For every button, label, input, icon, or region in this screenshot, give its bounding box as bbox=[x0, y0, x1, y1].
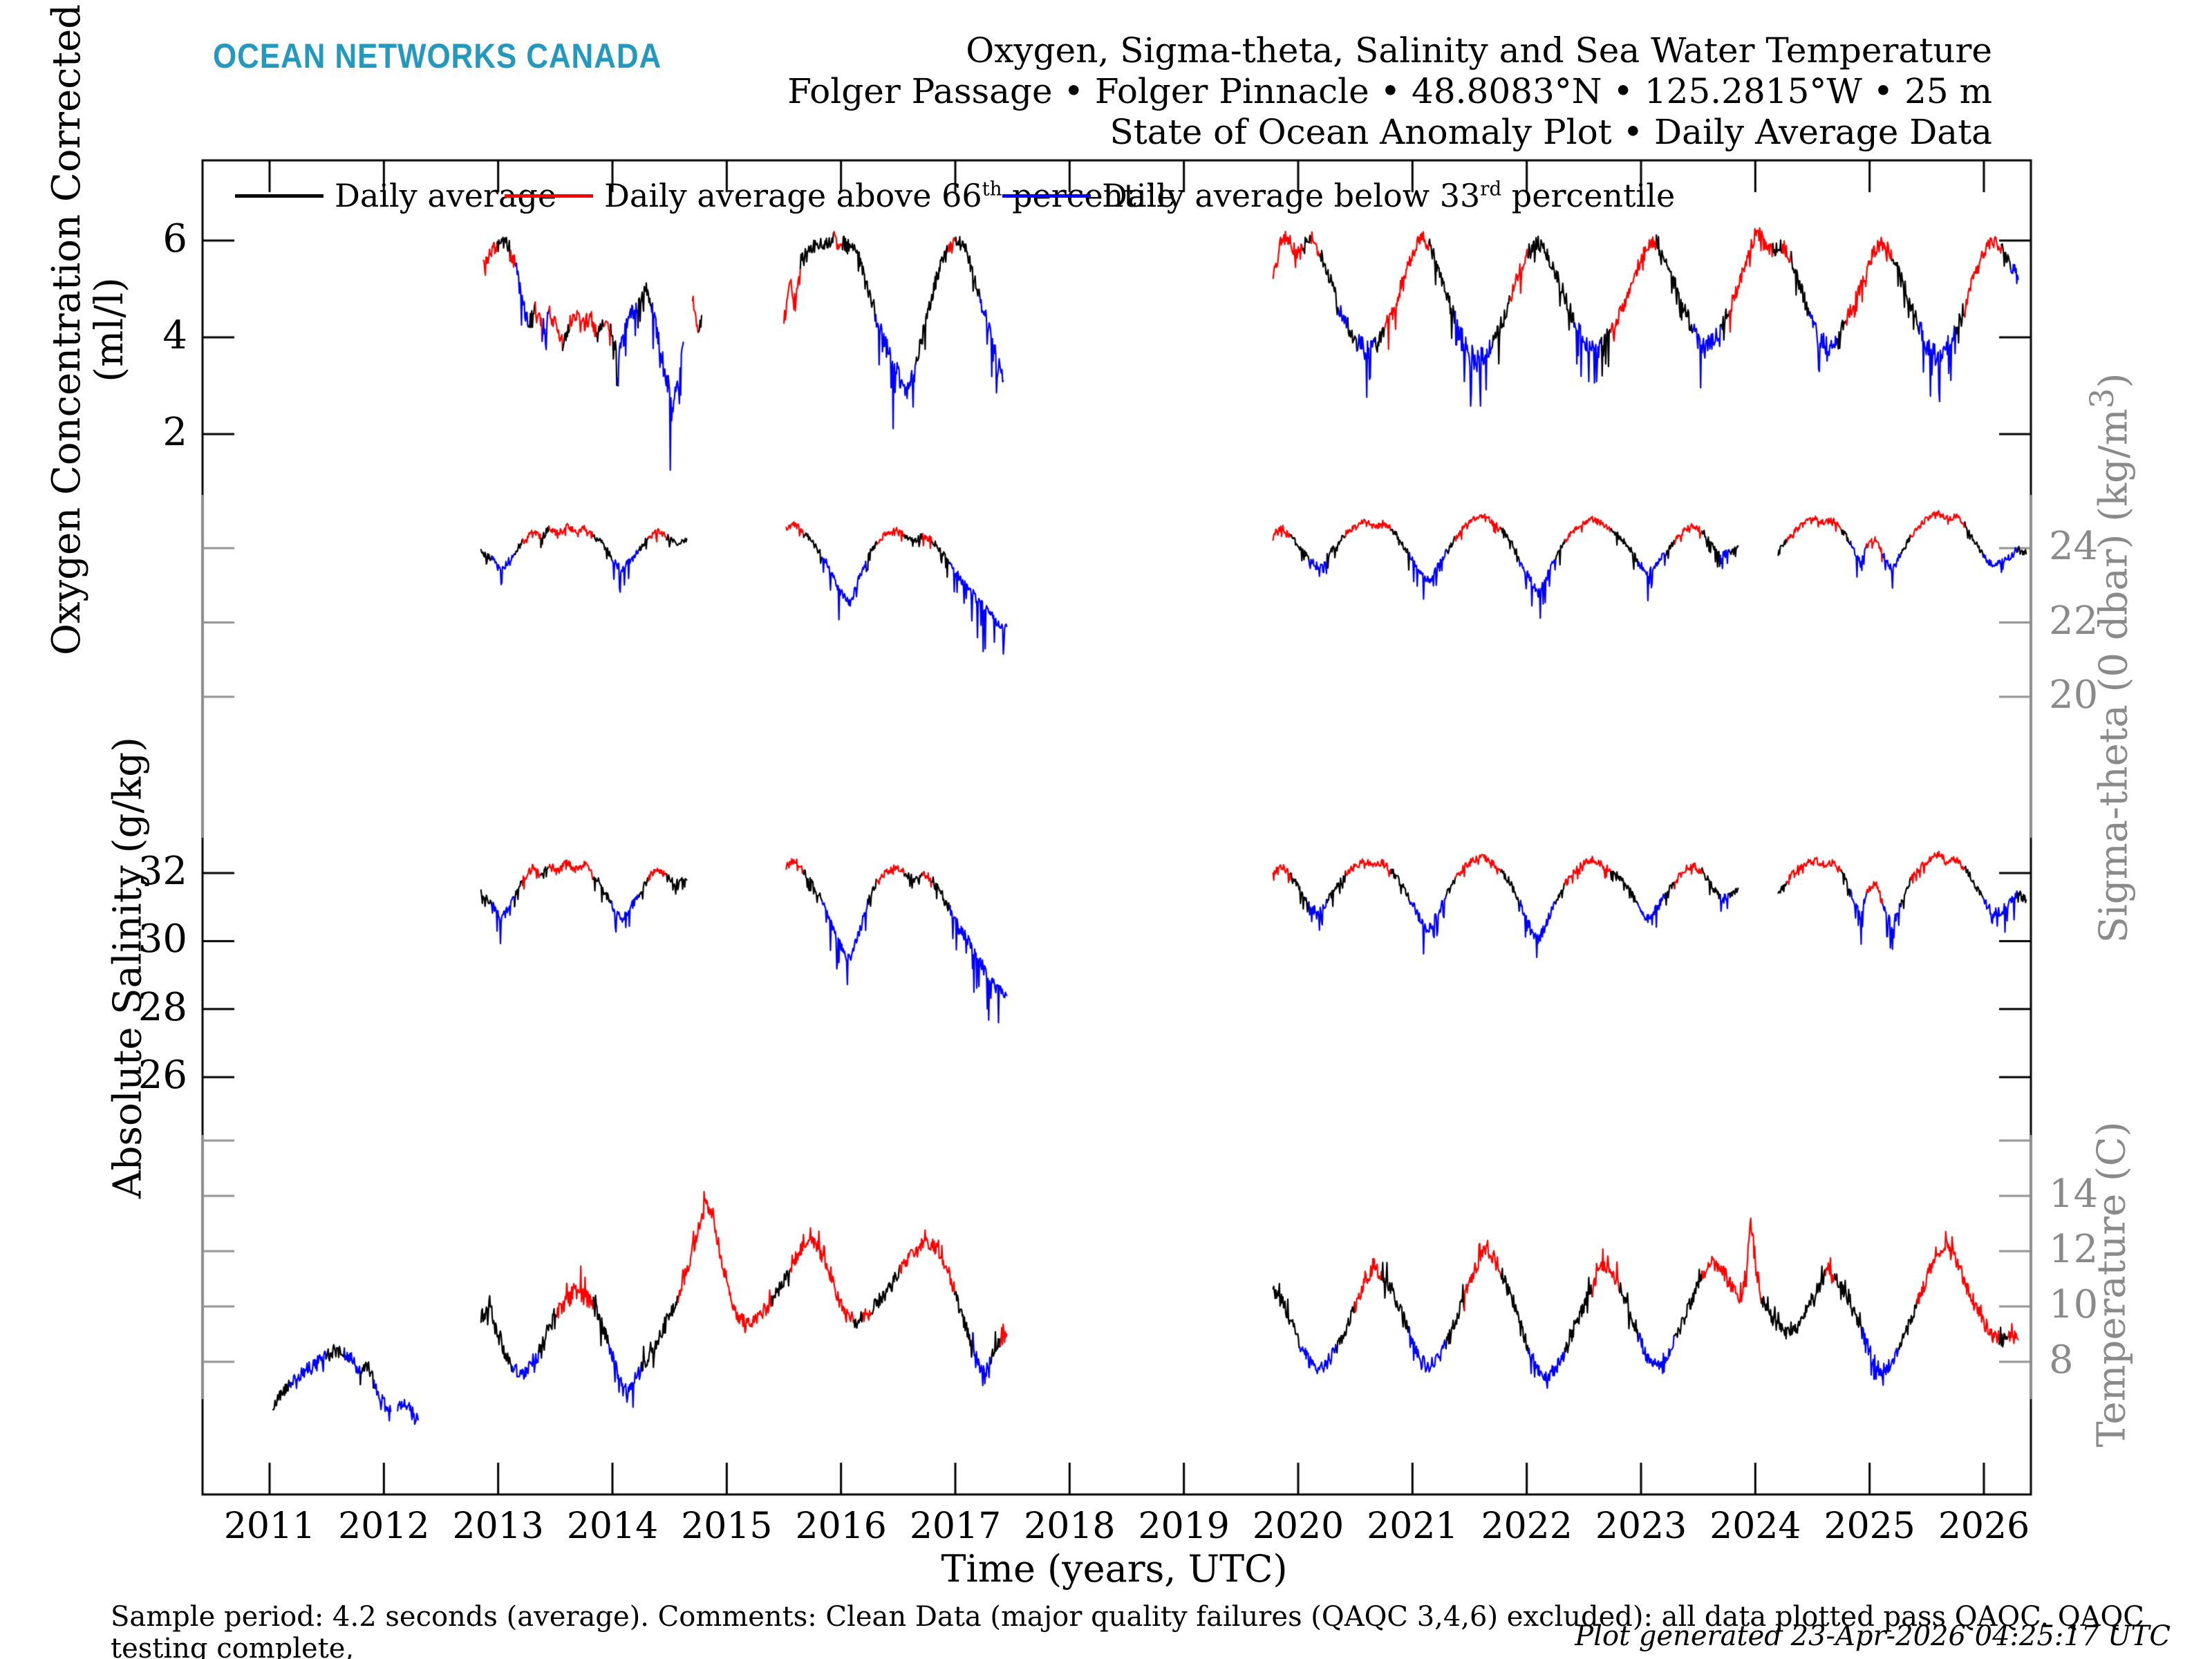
legend-item-below-33rd: Daily average below 33rd percentile bbox=[1002, 177, 1676, 214]
legend-line-red bbox=[505, 194, 593, 198]
y-tick-label: 22 bbox=[2049, 598, 2099, 644]
y-tick-label: 14 bbox=[2049, 1171, 2099, 1217]
y-tick-label: 26 bbox=[138, 1053, 187, 1098]
y-tick-label: 2 bbox=[162, 409, 187, 455]
y-tick-label: 10 bbox=[2049, 1282, 2099, 1327]
y-tick-label: 6 bbox=[162, 216, 187, 261]
x-tick-label: 2018 bbox=[1024, 1506, 1116, 1547]
y-axis-title-salinity: Absolute Salinity (g/kg) bbox=[105, 737, 151, 1199]
x-tick-label: 2024 bbox=[1709, 1506, 1801, 1547]
ocean-networks-canada-logo: OCEAN NETWORKS CANADA bbox=[213, 37, 662, 75]
x-tick-label: 2017 bbox=[909, 1506, 1002, 1547]
x-tick-label: 2016 bbox=[795, 1506, 887, 1547]
legend-line-black bbox=[235, 194, 324, 198]
y-tick-label: 24 bbox=[2049, 523, 2099, 569]
x-tick-label: 2023 bbox=[1595, 1506, 1687, 1547]
footer-plot-generated: Plot generated 23-Apr-2026 04:25:17 UTC bbox=[1575, 1620, 2171, 1652]
x-tick-label: 2019 bbox=[1138, 1506, 1230, 1547]
plot-title-line-2: Folger Passage • Folger Pinnacle • 48.80… bbox=[787, 71, 1992, 111]
y-tick-label: 28 bbox=[138, 984, 187, 1030]
y-tick-label: 30 bbox=[138, 917, 187, 962]
x-tick-label: 2020 bbox=[1252, 1506, 1344, 1547]
y-axis-title-sigma-theta: Sigma-theta (0 dbar) (kg/m3) bbox=[2083, 373, 2137, 944]
y-tick-label: 20 bbox=[2049, 672, 2099, 718]
footer-comments: Sample period: 4.2 seconds (average). Co… bbox=[111, 1601, 2212, 1659]
x-axis-title: Time (years, UTC) bbox=[941, 1547, 1288, 1591]
x-tick-label: 2021 bbox=[1367, 1506, 1459, 1547]
y-tick-label: 32 bbox=[138, 848, 187, 894]
y-tick-label: 12 bbox=[2049, 1226, 2099, 1272]
x-tick-label: 2015 bbox=[681, 1506, 773, 1547]
x-tick-label: 2026 bbox=[1938, 1506, 2030, 1547]
x-tick-label: 2025 bbox=[1824, 1506, 1915, 1547]
plot-title-line-1: Oxygen, Sigma-theta, Salinity and Sea Wa… bbox=[966, 30, 1992, 71]
plot-title-block: Oxygen, Sigma-theta, Salinity and Sea Wa… bbox=[787, 30, 1992, 153]
legend-line-blue bbox=[1002, 194, 1091, 198]
y-tick-label: 8 bbox=[2049, 1337, 2074, 1382]
legend-label-below-33rd: Daily average below 33rd percentile bbox=[1102, 177, 1676, 214]
y-tick-label: 4 bbox=[162, 312, 187, 358]
x-tick-label: 2022 bbox=[1481, 1506, 1573, 1547]
x-tick-label: 2012 bbox=[338, 1506, 430, 1547]
footer-comments-line-1: Sample period: 4.2 seconds (average). Co… bbox=[111, 1601, 2144, 1659]
plot-title-line-3: State of Ocean Anomaly Plot • Daily Aver… bbox=[1109, 112, 1992, 152]
x-tick-label: 2013 bbox=[452, 1506, 544, 1547]
x-tick-label: 2014 bbox=[566, 1506, 659, 1547]
x-tick-label: 2011 bbox=[223, 1506, 316, 1547]
